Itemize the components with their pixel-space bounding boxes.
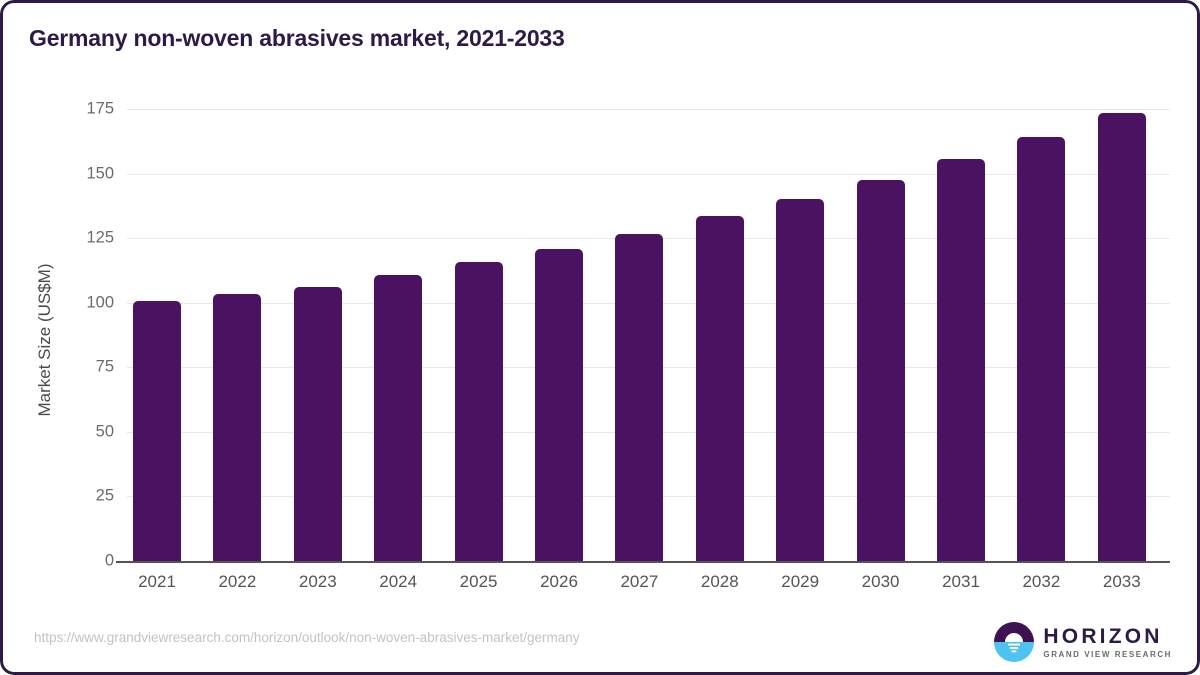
x-axis-tick-label: 2031 bbox=[942, 572, 980, 591]
y-axis-tick-label: 0 bbox=[104, 551, 114, 570]
bar[interactable] bbox=[856, 180, 905, 561]
x-axis-tick-label: 2022 bbox=[218, 572, 257, 591]
y-axis-tick-label: 25 bbox=[95, 486, 114, 505]
bar[interactable] bbox=[615, 234, 664, 561]
bar[interactable] bbox=[535, 248, 583, 561]
chart-canvas: Germany non-woven abrasives market, 2021… bbox=[3, 3, 1197, 672]
x-axis-tick-label: 2027 bbox=[620, 572, 659, 591]
y-axis-title: Market Size (US$M) bbox=[35, 263, 54, 417]
logo-text: HORIZON GRAND VIEW RESEARCH bbox=[1043, 626, 1172, 659]
x-axis-tick-label: 2025 bbox=[459, 572, 498, 591]
horizon-logo: HORIZON GRAND VIEW RESEARCH bbox=[994, 619, 1172, 665]
x-axis-tick-label: 2033 bbox=[1102, 572, 1141, 591]
y-axis-tick-label: 125 bbox=[86, 228, 114, 247]
x-axis-tick-label: 2030 bbox=[861, 572, 900, 591]
y-axis-tick-label: 100 bbox=[86, 293, 114, 312]
y-axis-tick-label: 75 bbox=[95, 357, 114, 376]
gridline bbox=[127, 173, 1170, 175]
bar[interactable] bbox=[454, 262, 503, 561]
x-axis-tick-label: 2024 bbox=[379, 572, 418, 591]
x-axis-tick-label: 2023 bbox=[298, 572, 337, 591]
x-axis-tick-label: 2029 bbox=[781, 572, 820, 591]
bar[interactable] bbox=[293, 286, 342, 561]
plot-area: 0 25 50 75 100 125 150 175 Market Size (US$M) 2… bbox=[3, 3, 1197, 672]
x-axis-tick-label: 2028 bbox=[700, 572, 739, 591]
y-axis-tick-label: 175 bbox=[86, 99, 114, 118]
bar[interactable] bbox=[133, 301, 181, 561]
logo-wordmark: HORIZON bbox=[1043, 624, 1163, 648]
logo-tagline: GRAND VIEW RESEARCH bbox=[1043, 649, 1172, 659]
y-axis-tick-label: 50 bbox=[95, 422, 114, 441]
x-axis-line bbox=[116, 561, 1170, 563]
x-axis-tick-label: 2026 bbox=[540, 572, 578, 591]
x-axis-tick-label: 2021 bbox=[138, 572, 176, 591]
x-axis-tick-label: 2032 bbox=[1022, 572, 1061, 591]
y-axis-tick-label: 150 bbox=[86, 164, 114, 183]
bar[interactable] bbox=[1097, 113, 1146, 561]
horizon-sun-circle-icon bbox=[994, 622, 1035, 662]
bar[interactable] bbox=[937, 159, 985, 561]
gridline bbox=[127, 109, 1170, 110]
bar[interactable] bbox=[374, 275, 423, 561]
bar[interactable] bbox=[695, 216, 744, 561]
bar[interactable] bbox=[776, 198, 825, 561]
page-title: Germany non-woven abrasives market, 2021… bbox=[29, 25, 565, 51]
source-url[interactable]: https://www.grandviewresearch.com/horizo… bbox=[34, 630, 580, 645]
bar[interactable] bbox=[1017, 136, 1066, 561]
bar[interactable] bbox=[213, 294, 262, 561]
